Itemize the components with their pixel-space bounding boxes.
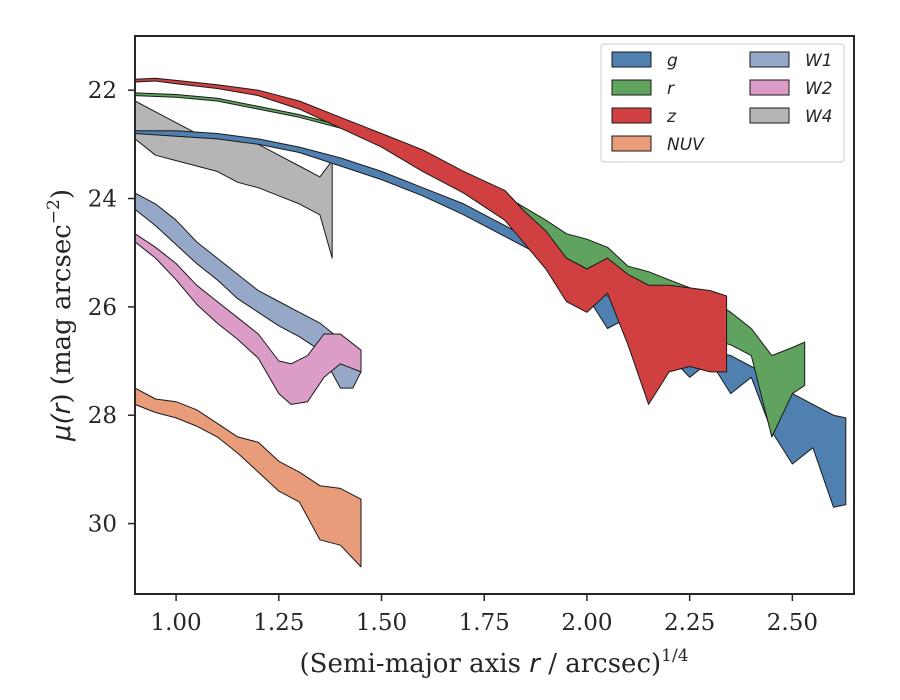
legend-label-nuv: NUV	[667, 135, 705, 155]
y-axis-label: μ(r) (mag arcsec−2)	[44, 189, 77, 442]
series-band-nuv	[135, 387, 362, 568]
y-axis-label-prefix: μ(	[47, 412, 77, 442]
y-axis-label-variable: r	[47, 401, 77, 414]
plot-frame	[134, 35, 855, 595]
y-axis-label-unit: ) (mag arcsec	[47, 224, 77, 403]
x-tick-label: 2.00	[561, 610, 612, 636]
legend-swatch-w4	[749, 107, 790, 124]
legend-swatch-r	[611, 79, 652, 96]
legend-swatch-nuv	[611, 135, 652, 152]
x-axis-label-unit: / arcsec)	[540, 649, 661, 679]
y-tick-label: 24	[88, 187, 117, 213]
legend-label-w4: W4	[805, 107, 833, 127]
x-axis-label-variable: r	[529, 649, 542, 679]
profile-bands	[135, 77, 847, 568]
legend-label-g: g	[667, 51, 678, 71]
legend: grz NUV W1 W2 W4	[600, 43, 845, 163]
legend-swatch-z	[611, 107, 652, 124]
legend-label-r: r	[667, 79, 675, 99]
legend-label-w1: W1	[805, 51, 833, 71]
legend-label-z: z	[666, 107, 677, 127]
series-band-w2	[135, 233, 362, 405]
x-axis-label-exponent: 1/4	[661, 646, 688, 666]
y-axis-label-close: )	[47, 189, 77, 199]
x-axis-label: (Semi-major axis r / arcsec)1/4	[299, 646, 688, 679]
x-tick-label: 1.00	[150, 610, 201, 636]
y-tick-label: 26	[88, 295, 117, 321]
legend-label-w2: W2	[805, 79, 833, 99]
legend-frame	[600, 43, 845, 163]
x-tick-label: 2.50	[767, 610, 818, 636]
x-axis-ticks: 1.00 1.25 1.50 1.75 2.00 2.25 2.50	[150, 594, 818, 636]
legend-swatch-w1	[749, 51, 790, 68]
y-axis-ticks: 22 24 26 28 30	[88, 78, 135, 538]
series-band-z	[135, 77, 728, 405]
series-band-g	[135, 130, 847, 508]
legend-swatch-w2	[749, 79, 790, 96]
y-tick-label: 28	[88, 403, 117, 429]
x-tick-label: 1.25	[253, 610, 304, 636]
x-tick-label: 1.75	[459, 610, 510, 636]
x-tick-label: 1.50	[356, 610, 407, 636]
legend-swatch-g	[611, 51, 652, 68]
y-tick-label: 30	[88, 512, 117, 538]
y-axis-label-exponent: −2	[44, 199, 64, 224]
y-tick-label: 22	[88, 78, 117, 104]
x-tick-label: 2.25	[664, 610, 715, 636]
x-axis-label-main: (Semi-major axis	[299, 649, 529, 679]
